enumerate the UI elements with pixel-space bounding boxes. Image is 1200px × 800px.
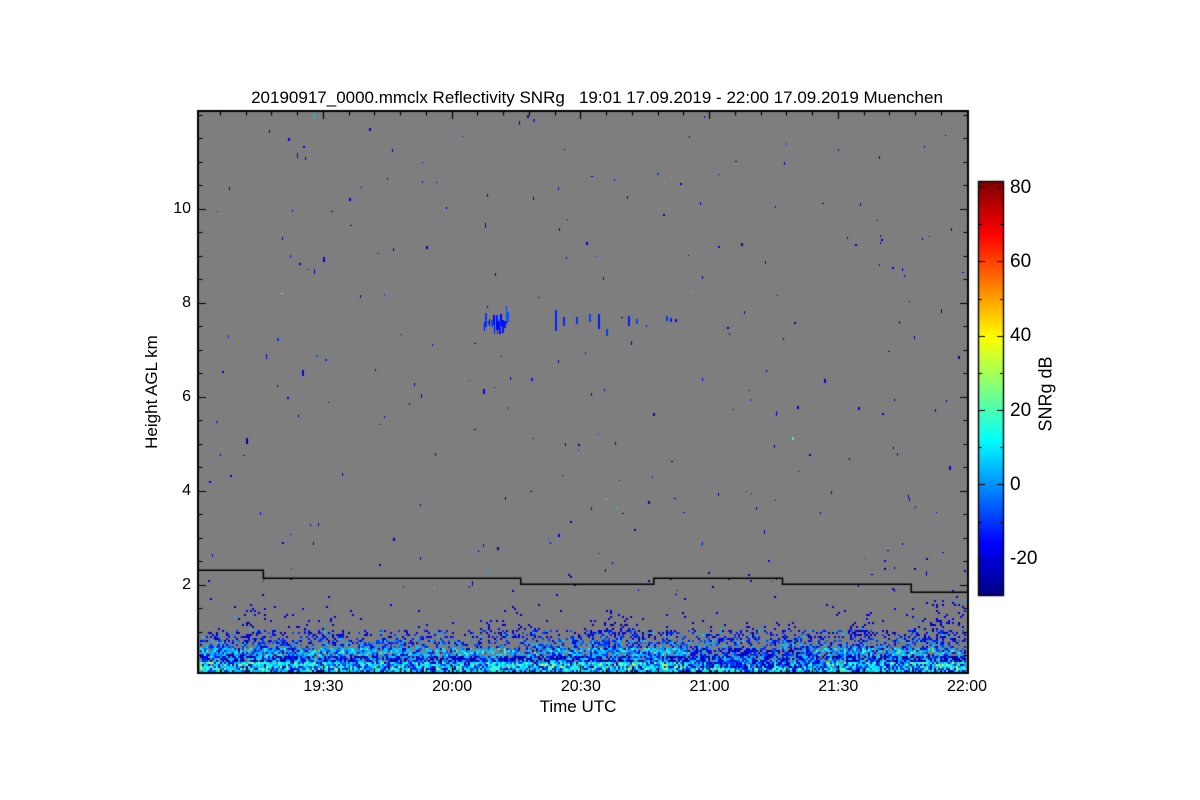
x-tick-label: 20:30 bbox=[560, 678, 601, 695]
chart-title: 20190917_0000.mmclx Reflectivity SNRg 19… bbox=[251, 88, 943, 107]
colorbar-tick-label: 40 bbox=[1010, 325, 1032, 347]
y-tick-label: 2 bbox=[182, 576, 191, 594]
y-tick-label: 4 bbox=[182, 482, 191, 500]
colorbar-tick-label: 20 bbox=[1010, 399, 1032, 421]
colorbar-label: SNRg dB bbox=[1035, 356, 1056, 432]
x-tick-label: 21:00 bbox=[689, 678, 730, 695]
x-tick-label: 20:00 bbox=[432, 678, 473, 695]
x-tick-label: 21:30 bbox=[818, 678, 859, 695]
colorbar-tick-label: -20 bbox=[1010, 548, 1038, 570]
colorbar-tick-label: 80 bbox=[1010, 176, 1032, 198]
colorbar-tick-label: 0 bbox=[1010, 473, 1021, 495]
colorbar-tick-label: 60 bbox=[1010, 250, 1032, 272]
y-tick-label: 10 bbox=[173, 200, 191, 218]
x-axis-label: Time UTC bbox=[539, 697, 617, 716]
x-tick-label: 19:30 bbox=[303, 678, 344, 695]
y-tick-label: 6 bbox=[182, 388, 191, 406]
x-tick-label: 22:00 bbox=[946, 678, 988, 695]
y-tick-label: 8 bbox=[182, 294, 191, 312]
